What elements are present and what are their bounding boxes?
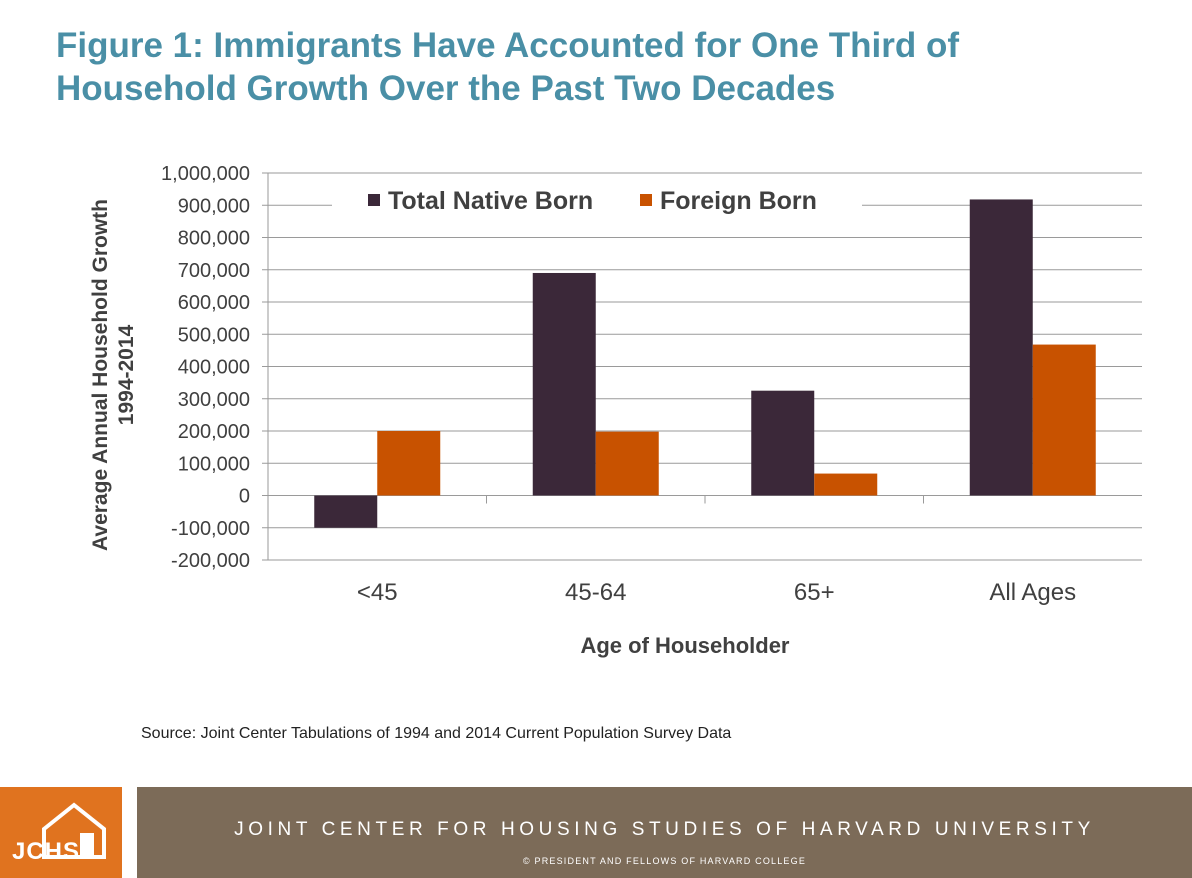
bar-native-born (969, 199, 1033, 496)
x-tick-label: 45-64 (565, 579, 626, 606)
y-axis-title-line1: Average Annual Household Growth (89, 199, 112, 551)
legend-swatch (368, 194, 380, 206)
bar-foreign-born (1032, 344, 1096, 496)
legend-label: Foreign Born (660, 187, 817, 215)
y-tick-label: 600,000 (178, 292, 250, 314)
y-tick-label: 100,000 (178, 453, 250, 475)
y-axis-title-line2: 1994-2014 (115, 324, 138, 425)
y-tick-label: 0 (239, 486, 250, 508)
jchs-logo: JCHS (0, 787, 122, 878)
bar-foreign-born (595, 431, 659, 496)
y-tick-label: 500,000 (178, 324, 250, 346)
y-tick-label: 700,000 (178, 260, 250, 282)
source-note: Source: Joint Center Tabulations of 1994… (141, 725, 732, 742)
legend-swatch (640, 194, 652, 206)
bar-chart: 1,000,000 900,000 800,000 700,000 600,000 500… (89, 163, 1142, 658)
x-axis-title: Age of Householder (580, 633, 789, 658)
x-tick-label: 65+ (794, 579, 835, 606)
bar-native-born (751, 390, 815, 496)
x-tick-label: All Ages (989, 579, 1076, 606)
chart-title-line1: Figure 1: Immigrants Have Accounted for … (56, 26, 959, 65)
y-tick-label: 800,000 (178, 228, 250, 250)
bar-native-born (532, 272, 596, 496)
bar-foreign-born (814, 473, 878, 496)
x-tick-label: <45 (357, 579, 398, 606)
bar-foreign-born (377, 431, 441, 496)
chart-title: Figure 1: Immigrants Have Accounted for … (56, 24, 1156, 110)
logo-text: JCHS (12, 838, 81, 865)
chart-title-line2: Household Growth Over the Past Two Decad… (56, 69, 836, 108)
bar-native-born (314, 495, 378, 528)
house-icon (42, 802, 106, 859)
y-tick-label: 200,000 (178, 421, 250, 443)
y-tick-label: 900,000 (178, 195, 250, 217)
copyright-text: © PRESIDENT AND FELLOWS OF HARVARD COLLE… (522, 856, 807, 866)
organization-name: JOINT CENTER FOR HOUSING STUDIES OF HARV… (234, 819, 1095, 840)
footer-band: JOINT CENTER FOR HOUSING STUDIES OF HARV… (137, 787, 1192, 878)
legend-label: Total Native Born (388, 187, 593, 215)
y-tick-label: 1,000,000 (161, 163, 250, 185)
y-tick-label: -100,000 (171, 518, 250, 540)
y-tick-label: 300,000 (178, 389, 250, 411)
y-tick-label: -200,000 (171, 550, 250, 572)
y-tick-label: 400,000 (178, 357, 250, 379)
legend-background (332, 184, 862, 218)
